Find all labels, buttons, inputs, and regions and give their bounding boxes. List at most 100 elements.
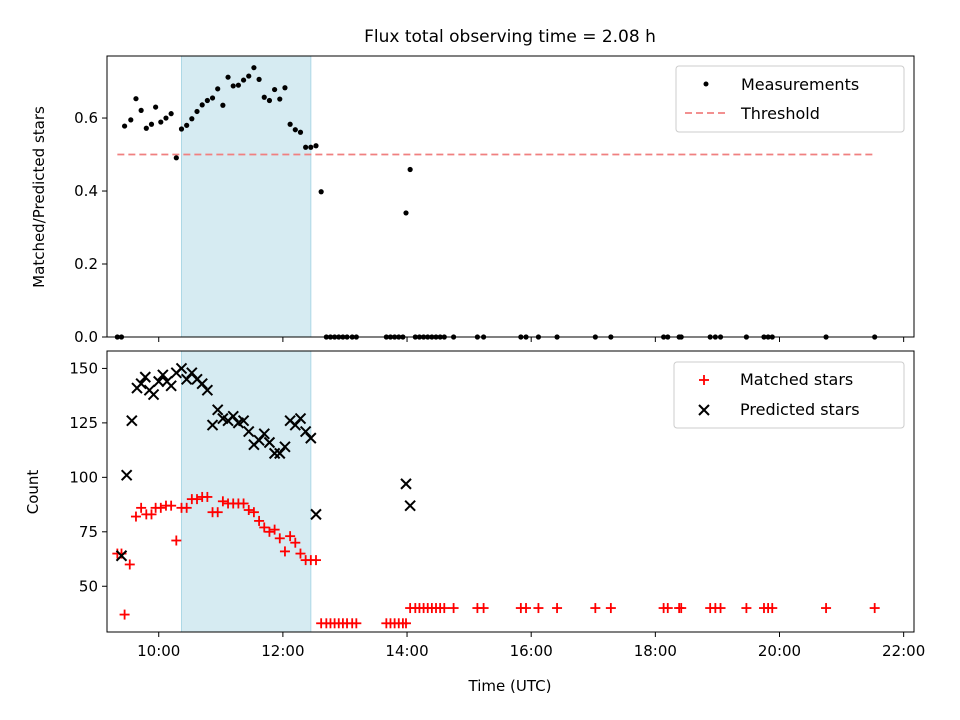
matched-star-point [590, 603, 601, 614]
matched-star-point [130, 511, 141, 522]
measurement-point [153, 104, 159, 110]
measurement-point [272, 86, 278, 93]
matched-star-point [285, 531, 296, 542]
measurement-point [168, 111, 174, 117]
measurement-point [173, 155, 179, 161]
matched-star-point [166, 500, 177, 511]
matched-star-point [243, 505, 254, 516]
measurement-point [287, 121, 293, 127]
predicted-star-point [258, 428, 270, 440]
measurement-point [204, 97, 210, 104]
matched-star-point [741, 603, 752, 614]
y-tick-label: 0.0 [74, 328, 98, 346]
bottom-y-ticks: 50 75 100 125 150 [69, 359, 107, 595]
predicted-star-point [115, 550, 128, 562]
predicted-star-point [126, 414, 138, 427]
measurement-point [158, 119, 164, 125]
matched-stars-points [112, 491, 880, 629]
bottom-legend-matched: Matched stars [740, 370, 853, 389]
measurement-point [240, 77, 247, 83]
matched-star-point [295, 548, 306, 559]
bottom-legend-box [673, 361, 905, 429]
matched-star-point [448, 603, 459, 614]
matched-star-point [351, 618, 362, 629]
measurement-point [225, 74, 231, 80]
x-tick-label: 18:00 [634, 642, 677, 660]
y-tick-label: 50 [79, 577, 98, 595]
bottom-legend: Matched stars Predicted stars [673, 361, 905, 429]
predicted-star-point [153, 375, 165, 388]
top-shaded-interval [180, 55, 312, 338]
measurement-point [215, 86, 221, 92]
top-legend: Measurements Threshold [675, 65, 905, 133]
predicted-star-point [279, 441, 291, 453]
measurement-point [303, 144, 309, 150]
predicted-star-point [175, 362, 188, 375]
top-legend-measurement-marker [703, 81, 709, 87]
matched-star-point [254, 515, 265, 526]
top-legend-box [675, 65, 905, 133]
measurement-point [178, 126, 185, 132]
measurement-point [148, 121, 155, 127]
measurement-point [318, 189, 324, 195]
predicted-star-point [294, 412, 307, 425]
measurement-point [163, 115, 169, 121]
matched-star-point [146, 509, 157, 520]
measurement-point [256, 76, 262, 82]
matched-star-point [264, 526, 275, 537]
matched-star-point [478, 603, 489, 614]
matched-star-point [238, 498, 249, 509]
measurement-point [194, 108, 200, 115]
x-tick-label: 10:00 [137, 642, 180, 660]
matched-star-point [715, 603, 726, 614]
matched-star-point [124, 559, 135, 570]
matched-star-point [259, 522, 270, 533]
measurement-point [230, 83, 236, 89]
measurement-point [251, 65, 257, 71]
matched-star-point [605, 603, 616, 614]
bottom-axes-frame [106, 350, 915, 633]
measurement-point [143, 125, 149, 131]
x-tick-label: 22:00 [882, 642, 925, 660]
matched-star-point [279, 546, 290, 557]
measurement-point [246, 73, 252, 79]
x-tick-label: 12:00 [261, 642, 304, 660]
legend-plus-marker [699, 375, 709, 385]
matched-star-point [212, 507, 223, 518]
matched-star-point [290, 537, 301, 548]
bottom-legend-predicted: Predicted stars [740, 400, 860, 419]
predicted-star-point [135, 377, 147, 390]
matched-star-point [533, 603, 544, 614]
y-tick-label: 150 [69, 359, 98, 377]
measurement-point [220, 102, 226, 108]
y-tick-label: 0.4 [74, 182, 98, 200]
bottom-shaded-interval [180, 350, 312, 633]
measurement-point [128, 117, 134, 123]
predicted-star-point [263, 436, 276, 449]
measurement-point [261, 94, 267, 100]
measurement-point [266, 97, 273, 104]
matched-star-point [401, 618, 412, 629]
measurement-point [403, 210, 409, 216]
x-axis-label: Time (UTC) [468, 677, 552, 695]
matched-star-point [552, 603, 563, 614]
matched-star-point [217, 496, 228, 507]
x-tick-label: 20:00 [758, 642, 801, 660]
x-tick-label: 14:00 [385, 642, 428, 660]
predicted-star-point [310, 508, 322, 521]
matched-star-point [119, 609, 130, 620]
predicted-star-point [404, 499, 416, 512]
measurement-point [407, 166, 413, 173]
measurement-point [121, 123, 128, 129]
measurement-point [184, 122, 190, 128]
measurement-point [138, 107, 144, 113]
matched-star-point [676, 603, 687, 614]
matched-star-point [662, 603, 673, 614]
matched-star-point [192, 494, 203, 505]
predicted-star-point [243, 425, 255, 438]
top-y-ticks: 0.0 0.2 0.4 0.6 [74, 109, 107, 346]
measurement-point [297, 129, 304, 135]
top-y-axis-label: Matched/Predicted stars [30, 106, 48, 288]
predicted-stars-points [115, 362, 416, 562]
matched-star-point [274, 533, 285, 544]
